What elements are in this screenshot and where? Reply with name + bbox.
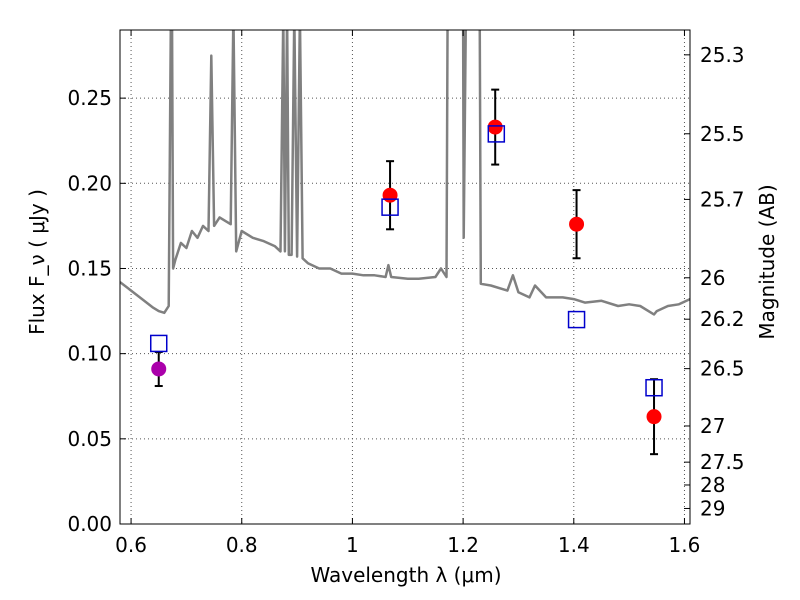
- model-spectrum-line: [120, 30, 690, 316]
- x-tick-labels: 0.6 0.8 1 1.2 1.4 1.6: [115, 533, 700, 557]
- synthetic-square: [381, 198, 399, 216]
- plot-frame: [119, 29, 691, 525]
- synthetic-square: [149, 334, 168, 353]
- synthetic-square: [487, 125, 506, 143]
- x-axis-title: Wavelength λ (μm): [310, 563, 501, 587]
- right-tick-label: 28: [700, 473, 725, 497]
- tick-marks: [120, 30, 690, 525]
- synthetic-square: [567, 310, 586, 329]
- grid-lines: [120, 30, 690, 525]
- y-tick-labels: 0.00 0.05 0.10 0.15 0.20 0.25: [67, 86, 112, 536]
- right-axis-title: Magnitude (AB): [755, 184, 779, 339]
- right-tick-label: 25.3: [700, 43, 745, 67]
- errorbar-layer: [154, 88, 659, 456]
- synthetic-square: [645, 378, 663, 397]
- y-tick-label: 0.05: [67, 427, 112, 451]
- x-tick-label: 0.8: [226, 533, 258, 557]
- observed-point: [151, 361, 167, 377]
- right-tick-label: 27.5: [700, 450, 745, 474]
- x-tick-label: 1: [346, 533, 359, 557]
- y-tick-label: 0.15: [67, 256, 112, 280]
- y-tick-label: 0.00: [67, 512, 112, 536]
- right-tick-label: 25.5: [700, 122, 745, 146]
- y-tick-label: 0.10: [67, 342, 112, 366]
- right-tick-label: 25.7: [700, 187, 745, 211]
- x-tick-label: 1.4: [558, 533, 590, 557]
- right-tick-label: 26.2: [700, 307, 745, 331]
- x-tick-label: 0.6: [115, 533, 147, 557]
- x-tick-label: 1.2: [447, 533, 479, 557]
- y-tick-label: 0.25: [67, 86, 112, 110]
- x-tick-label: 1.6: [669, 533, 701, 557]
- right-tick-label: 26: [700, 266, 725, 290]
- observed-point: [382, 187, 398, 203]
- right-tick-label: 26.5: [700, 357, 745, 381]
- observed-point: [569, 216, 585, 232]
- right-tick-label: 29: [700, 496, 725, 520]
- observed-point: [487, 119, 503, 135]
- observed-points-layer: [151, 119, 662, 425]
- y-tick-label: 0.20: [67, 171, 112, 195]
- model-spectrum-layer: [120, 30, 690, 316]
- observed-point: [646, 409, 662, 425]
- y-axis-title: Flux F_ν ( μJy ): [25, 189, 49, 335]
- synthetic-squares-layer: [149, 125, 663, 397]
- right-tick-label: 27: [700, 414, 725, 438]
